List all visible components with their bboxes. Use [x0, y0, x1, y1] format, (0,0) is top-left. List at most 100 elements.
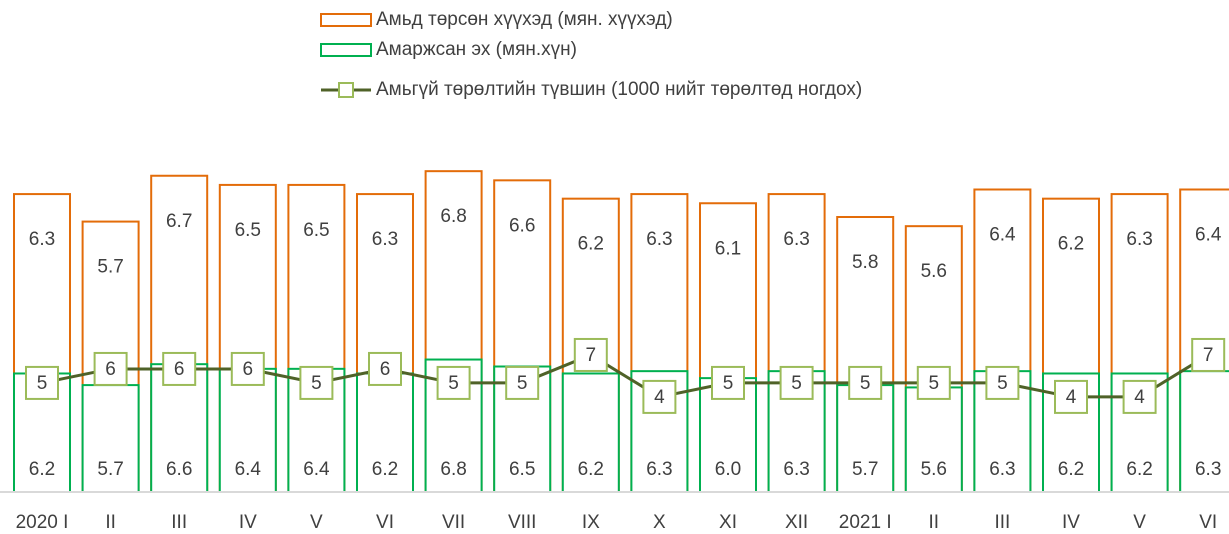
legend-label: Амаржсан эх (мян.хүн)	[376, 39, 577, 60]
x-tick-label: 2021 I	[839, 512, 892, 533]
marker	[25, 365, 59, 400]
x-tick-label: X	[653, 512, 666, 533]
x-tick-label: II	[929, 512, 940, 533]
data-label: 6.2	[372, 459, 398, 480]
legend-swatch	[320, 13, 372, 27]
data-label: 5	[997, 373, 1008, 394]
data-label: 5	[517, 373, 528, 394]
bar	[1179, 370, 1229, 494]
data-label: 6.6	[166, 459, 192, 480]
marker	[916, 365, 951, 400]
data-label: 5	[723, 373, 734, 394]
data-label: 5	[791, 373, 802, 394]
x-tick-label: III	[171, 512, 187, 533]
data-label: 6.3	[646, 459, 672, 480]
data-label: 6.4	[235, 459, 262, 480]
data-label: 6.4	[303, 459, 330, 480]
data-label: 6.1	[715, 238, 741, 259]
data-label: 5	[929, 373, 940, 394]
data-label: 5	[448, 373, 459, 394]
data-label: 5	[860, 373, 871, 394]
legend-label: Амьд төрсөн хүүхэд (мян. хүүхэд)	[376, 9, 673, 30]
marker	[1191, 337, 1226, 372]
data-label: 4	[1134, 387, 1145, 408]
data-label: 6.2	[29, 459, 55, 480]
data-label: 6.2	[1126, 459, 1152, 480]
x-tick-label: IV	[1062, 512, 1080, 533]
line	[41, 353, 1209, 399]
marker	[573, 337, 608, 372]
x-tick-label: VI	[1199, 512, 1217, 533]
data-label: 6.5	[303, 220, 329, 241]
data-label: 4	[654, 387, 665, 408]
data-label: 6.2	[578, 234, 604, 255]
data-label: 6	[243, 359, 254, 380]
legend-swatch	[320, 43, 372, 57]
data-label: 6.3	[989, 459, 1015, 480]
marker	[1054, 379, 1088, 414]
data-label: 6	[105, 359, 116, 380]
x-tick-label: II	[105, 512, 116, 533]
marker	[162, 351, 197, 386]
data-label: 6.7	[166, 211, 192, 232]
data-label: 6	[380, 359, 391, 380]
data-label: 6.5	[235, 220, 261, 241]
data-label: 5.6	[921, 261, 947, 282]
marker	[779, 365, 814, 400]
data-label: 6.4	[989, 225, 1016, 246]
data-label: 6.6	[509, 215, 535, 236]
data-label: 6.3	[646, 229, 672, 250]
marker	[436, 365, 471, 400]
x-tick-label: IV	[239, 512, 257, 533]
bar	[561, 372, 620, 494]
data-label: 6.3	[1126, 229, 1152, 250]
legend-label: Амьгүй төрөлтийн түвшин (1000 нийт төрөл…	[376, 79, 862, 100]
data-label: 5.7	[852, 459, 878, 480]
bar	[904, 386, 963, 494]
data-label: 6.3	[1195, 459, 1221, 480]
data-label: 5.6	[921, 459, 947, 480]
marker	[230, 351, 265, 386]
data-label: 6.3	[783, 459, 809, 480]
data-label: 6.8	[440, 459, 466, 480]
data-label: 6	[174, 359, 185, 380]
data-label: 6.4	[1195, 225, 1222, 246]
x-tick-label: 2020 I	[16, 512, 69, 533]
marker	[642, 379, 677, 414]
x-tick-label: VII	[442, 512, 465, 533]
marker	[985, 365, 1020, 400]
data-label: 6.0	[715, 459, 741, 480]
data-label: 6.5	[509, 459, 535, 480]
x-tick-label: IX	[582, 512, 600, 533]
data-label: 5.7	[97, 459, 123, 480]
marker	[93, 351, 128, 386]
marker	[1122, 379, 1157, 414]
marker	[711, 365, 745, 400]
x-tick-label: V	[310, 512, 323, 533]
data-label: 6.3	[372, 229, 398, 250]
x-tick-label: VI	[376, 512, 394, 533]
data-label: 5	[311, 373, 322, 394]
data-label: 6.8	[440, 206, 466, 227]
data-label: 5.7	[97, 257, 123, 278]
marker	[505, 365, 540, 400]
data-label: 4	[1066, 387, 1077, 408]
bar	[81, 384, 140, 494]
data-label: 6.3	[29, 229, 55, 250]
data-label: 6.3	[783, 229, 809, 250]
x-tick-label: XII	[785, 512, 808, 533]
marker	[368, 351, 402, 386]
data-label: 6.2	[1058, 459, 1084, 480]
data-label: 6.2	[578, 459, 604, 480]
marker	[299, 365, 334, 400]
x-tick-label: V	[1133, 512, 1146, 533]
x-tick-label: VIII	[508, 512, 537, 533]
data-label: 7	[586, 345, 597, 366]
marker	[848, 365, 883, 400]
x-tick-label: XI	[719, 512, 737, 533]
x-tick-label: III	[994, 512, 1010, 533]
data-label: 5.8	[852, 252, 878, 273]
legend-marker	[338, 82, 354, 98]
data-label: 6.2	[1058, 234, 1084, 255]
